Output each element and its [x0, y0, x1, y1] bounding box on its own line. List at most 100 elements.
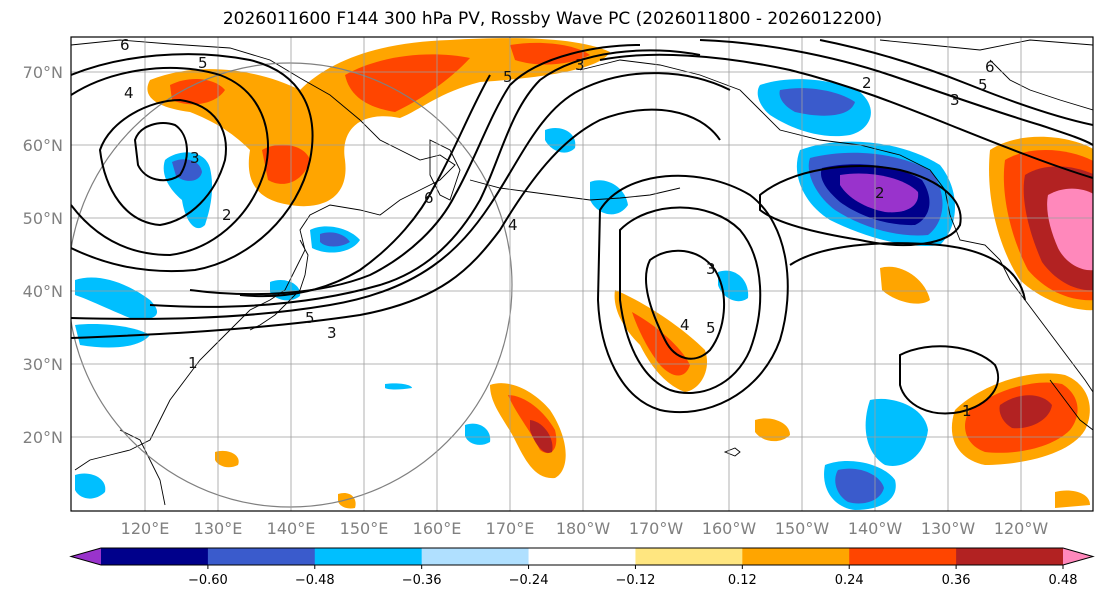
anomaly-red-nw-1 — [345, 54, 470, 112]
colorbar-tick-label: 0.36 — [942, 573, 971, 588]
lon-label-160w: 160°W — [702, 519, 757, 538]
anomaly-darkred-s — [530, 420, 553, 453]
lat-label-20: 20°N — [23, 428, 63, 447]
longitude-axis: 120°E 130°E 140°E 150°E 160°E 170°E 180°… — [121, 519, 1049, 538]
contour-17 — [699, 39, 1093, 146]
contour-14 — [789, 242, 1026, 301]
contour-label-c-6: 6 — [424, 189, 434, 207]
anomaly-blue-pacific-1 — [545, 128, 576, 153]
lon-label-170e: 170°E — [486, 519, 535, 538]
contour-label-se-1: 1 — [962, 402, 972, 420]
contour-label-p-5: 5 — [706, 319, 716, 337]
colorbar: −0.60 −0.48 −0.36 −0.24 −0.12 0.12 0.24 0.36 0.4… — [69, 547, 1095, 588]
contour-label-nw-3: 3 — [190, 149, 200, 167]
contour-label-p-3: 3 — [706, 260, 716, 278]
coast-ne-land — [879, 39, 1093, 51]
lon-label-120w: 120°W — [994, 519, 1049, 538]
colorbar-segment — [207, 548, 316, 565]
colorbar-extend-low — [71, 548, 101, 565]
anomaly-darkblue-ne-1 — [779, 88, 855, 116]
anomaly-red-nw-4 — [510, 42, 590, 65]
lon-label-130e: 130°E — [194, 519, 243, 538]
contour-3 — [149, 49, 701, 308]
colorbar-segment — [101, 548, 209, 565]
contour-16 — [599, 53, 1093, 179]
contour-4 — [189, 44, 641, 296]
contour-15 — [899, 345, 1000, 415]
coastlines — [71, 39, 1093, 506]
colorbar-tick-label: −0.60 — [188, 573, 228, 588]
coast-canada — [989, 59, 1093, 111]
anomaly-red-nw-3 — [262, 144, 310, 184]
anomaly-darkblue-nw-2 — [320, 232, 350, 247]
anomaly-blue-pacific-2 — [590, 180, 628, 215]
contour-10 — [644, 249, 726, 360]
anomaly-positive-se-2 — [1055, 490, 1090, 508]
contour-12 — [596, 174, 789, 414]
contour-label-ne-2: 2 — [875, 184, 885, 202]
lon-label-170w: 170°W — [629, 519, 684, 538]
lat-label-60: 60°N — [23, 136, 63, 155]
contour-label-nw-2: 2 — [222, 206, 232, 224]
colorbar-segment — [421, 548, 530, 565]
anomaly-positive-nw — [147, 38, 611, 207]
contour-label-ne-5: 5 — [978, 76, 988, 94]
anomaly-blue-pacific-ne — [718, 270, 749, 302]
colorbar-tick-label: −0.24 — [509, 573, 549, 588]
contour-label-ne-6: 6 — [985, 58, 995, 76]
colorbar-segment — [956, 548, 1064, 565]
anomaly-red-pacific — [632, 312, 690, 376]
contour-label-nw-5: 5 — [198, 54, 208, 72]
coast-japan — [249, 239, 309, 331]
contour-label-c-1: 1 — [188, 354, 198, 372]
coast-alaska — [579, 59, 1093, 393]
colorbar-tick-label: −0.48 — [295, 573, 335, 588]
lat-label-40: 40°N — [23, 282, 63, 301]
contour-5 — [239, 74, 491, 298]
contour-label-n-5: 5 — [503, 68, 513, 86]
anomaly-darkblue-se-2 — [835, 468, 884, 504]
contour-2 — [71, 72, 731, 320]
contour-label-ne-3: 3 — [950, 91, 960, 109]
lon-label-140w: 140°W — [848, 519, 903, 538]
reference-circle — [71, 62, 513, 508]
colorbar-segment — [635, 548, 743, 565]
anomaly-blue-w-1 — [75, 277, 158, 320]
coast-hawaii — [723, 447, 741, 457]
anomaly-positive-small-1 — [215, 450, 239, 468]
anomaly-positive-s — [490, 383, 566, 479]
anomaly-blue-sw — [75, 473, 106, 499]
colorbar-tick-label: −0.36 — [402, 573, 442, 588]
lon-label-180: 180°W — [556, 519, 611, 538]
lon-label-150e: 150°E — [340, 519, 389, 538]
lon-label-150w: 150°W — [775, 519, 830, 538]
contour-6 — [98, 98, 227, 227]
lon-label-160e: 160°E — [413, 519, 462, 538]
colorbar-segment — [742, 548, 850, 565]
contour-label-c-3: 3 — [327, 324, 337, 342]
contour-label-nw-4: 4 — [124, 84, 134, 102]
lat-label-50: 50°N — [23, 209, 63, 228]
anomaly-pink-far-e — [1047, 188, 1093, 271]
latitude-axis: 70°N 60°N 50°N 40°N 30°N 20°N — [23, 63, 63, 447]
map-border — [70, 36, 1094, 512]
colorbar-outline — [69, 547, 1095, 566]
gridlines — [71, 37, 1093, 511]
contour-label-ne-2b: 2 — [862, 74, 872, 92]
contour-label-n-3: 3 — [575, 56, 585, 74]
colorbar-tick-label: 0.12 — [728, 573, 757, 588]
colorbar-segment — [528, 548, 636, 565]
contour-11 — [619, 206, 762, 395]
contour-labels: 6 5 4 3 2 6 5 4 3 1 3 5 4 2 3 5 6 2 1 5 … — [120, 37, 995, 420]
anomaly-blue-pacific-3 — [465, 423, 491, 445]
anomaly-positive-small-2 — [338, 492, 356, 509]
map-title: 2026011600 F144 300 hPa PV, Rossby Wave … — [222, 9, 883, 29]
coast-kamchatka — [429, 139, 461, 201]
pv-contours — [71, 39, 1093, 415]
lon-label-120e: 120°E — [121, 519, 170, 538]
colorbar-extend-high — [1063, 548, 1093, 565]
contour-label-p-4: 4 — [680, 316, 690, 334]
contour-18 — [819, 39, 1093, 126]
contour-7 — [133, 122, 188, 182]
